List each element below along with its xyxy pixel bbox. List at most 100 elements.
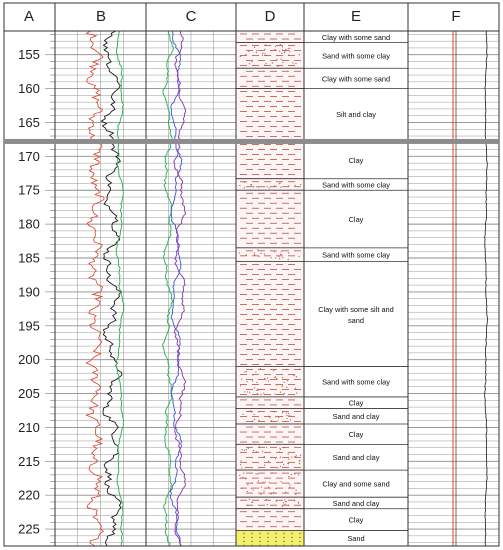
log-curve-black [484, 31, 488, 546]
sand-symbol [252, 489, 254, 491]
sand-symbol [241, 467, 243, 469]
sand-symbol [273, 251, 275, 253]
lithology-block [235, 396, 305, 409]
sand-symbol [299, 532, 301, 535]
column-header-c: C [186, 8, 197, 25]
sand-symbol [275, 500, 277, 502]
sand-symbol [288, 475, 290, 478]
sand-symbol [240, 464, 242, 466]
sand-symbol [295, 62, 297, 65]
sand-symbol [281, 385, 283, 388]
sand-symbol [239, 474, 241, 476]
sand-symbol [260, 493, 262, 495]
sand-symbol [264, 53, 266, 55]
column-header-b: B [96, 8, 106, 25]
sand-symbol [260, 486, 262, 488]
sand-symbol [273, 491, 275, 494]
log-curve-green [115, 31, 125, 546]
sand-symbol [241, 378, 243, 380]
sand-symbol [286, 380, 289, 382]
sand-symbol [270, 493, 272, 495]
sand-symbol [246, 391, 249, 393]
sand-symbol [278, 183, 280, 185]
depth-label: 220 [18, 488, 40, 503]
sand-symbol [255, 51, 257, 54]
sand-symbol [279, 182, 281, 184]
sand-symbol [277, 420, 279, 422]
lithology-block [235, 178, 305, 191]
sand-symbol [259, 540, 261, 543]
sand-symbol [244, 478, 247, 480]
sand-symbol [299, 454, 302, 456]
sand-symbol [247, 447, 249, 449]
sand-symbol [294, 500, 296, 502]
sand-symbol [253, 252, 255, 254]
sand-symbol [285, 48, 287, 51]
sand-symbol [277, 65, 279, 67]
log-curve-blue [169, 31, 183, 546]
sand-symbol [299, 459, 301, 462]
sand-symbol [254, 254, 256, 256]
lithology-label: Sand with some clay [322, 251, 390, 260]
sand-symbol [257, 186, 259, 188]
sand-symbol [241, 449, 243, 451]
sand-symbol [286, 417, 288, 420]
sand-symbol [255, 371, 257, 373]
lithology-block [235, 30, 305, 43]
sand-symbol [263, 490, 265, 492]
sand-symbol [289, 50, 291, 52]
depth-label: 175 [18, 183, 40, 198]
sand-symbol [296, 392, 298, 394]
column-header-d: D [265, 8, 276, 25]
sand-symbol [265, 62, 267, 65]
sand-symbol [255, 451, 257, 453]
lithology-label: Clay with some sand [322, 33, 390, 42]
sand-symbol [258, 411, 260, 413]
sand-symbol [267, 540, 269, 543]
sand-symbol [270, 257, 272, 259]
sand-symbol [274, 416, 277, 418]
sand-symbol [265, 379, 267, 381]
depth-label: 200 [18, 352, 40, 367]
sand-symbol [259, 536, 261, 539]
sand-symbol [267, 377, 269, 379]
sand-symbol [274, 45, 277, 48]
sand-symbol [244, 391, 246, 393]
sand-symbol [281, 52, 283, 54]
sand-symbol [257, 249, 259, 251]
sand-symbol [275, 536, 277, 539]
lithology-label: Clay [349, 516, 364, 525]
sand-symbol [276, 59, 278, 61]
sand-symbol [253, 413, 255, 416]
lithology-label: Clay [349, 399, 364, 408]
lithology-label: Sand and clay [333, 453, 380, 462]
sand-symbol [274, 393, 276, 395]
sand-symbol [246, 490, 248, 493]
sand-symbol [298, 255, 300, 258]
sand-symbol [268, 187, 270, 189]
sand-symbol [257, 388, 259, 390]
sand-symbol [287, 48, 289, 50]
sand-symbol [287, 462, 289, 464]
sand-symbol [285, 491, 287, 493]
sand-symbol [270, 420, 273, 422]
sand-symbol [300, 183, 302, 186]
sand-symbol [282, 61, 284, 64]
sand-symbol [243, 181, 246, 184]
sand-symbol [280, 253, 282, 255]
sand-symbol [285, 500, 287, 503]
sand-symbol [242, 413, 244, 415]
sand-symbol [268, 380, 270, 382]
sand-symbol [287, 412, 290, 415]
sand-symbol [281, 49, 283, 51]
sand-symbol [277, 467, 279, 469]
sand-symbol [285, 412, 288, 414]
sand-symbol [263, 253, 265, 255]
sand-symbol [279, 447, 281, 449]
column-header-e: E [351, 8, 361, 25]
sand-symbol [251, 536, 253, 539]
sand-symbol [294, 473, 296, 475]
sand-symbol [238, 252, 241, 254]
sand-symbol [251, 540, 253, 543]
